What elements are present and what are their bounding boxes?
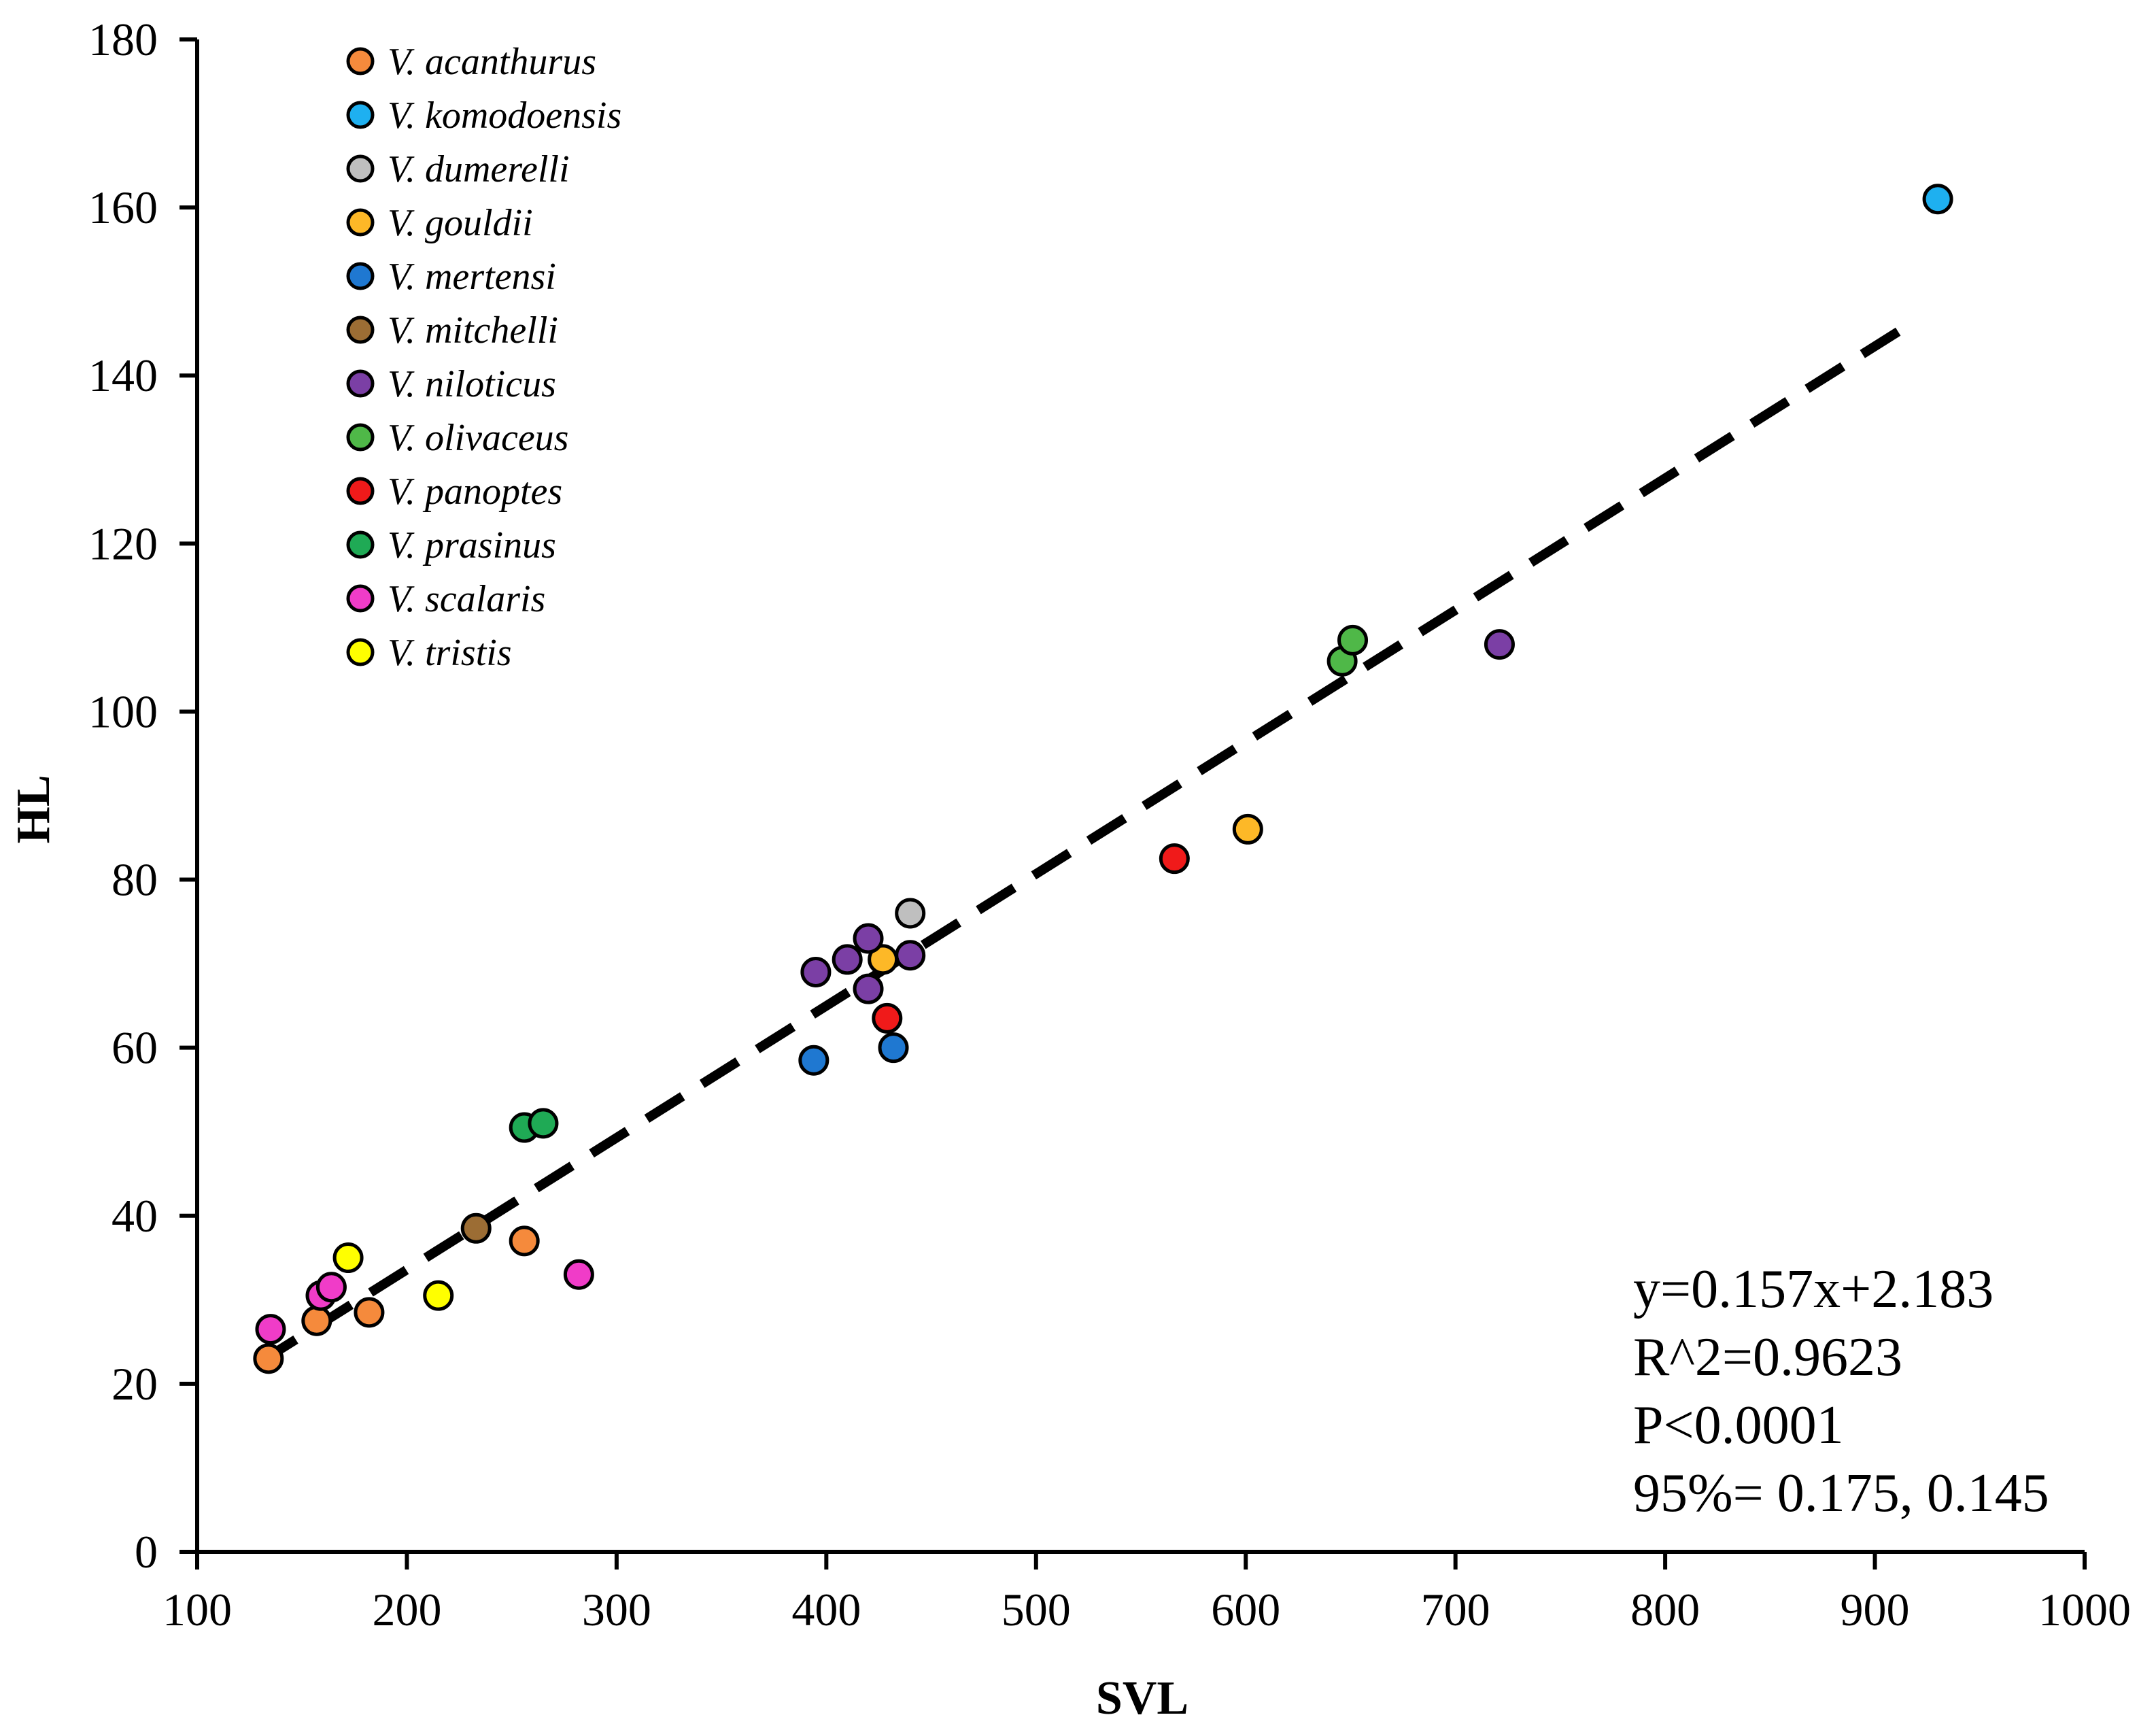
point-v-niloticus — [1484, 629, 1515, 660]
point-v-panoptes — [1159, 843, 1190, 875]
y-tick-label: 60 — [112, 1022, 158, 1074]
p-value-label: P<0.0001 — [1633, 1395, 1844, 1455]
point-v-acanthurus — [253, 1343, 284, 1374]
legend-marker-v-niloticus — [346, 369, 375, 398]
legend-marker-v-mertensi — [346, 262, 375, 290]
point-v-mertensi — [798, 1045, 829, 1076]
tick-labels: 100 200 300 400 500 600 700 800 900 1000 0 20 40 60 80… — [88, 14, 2131, 1635]
point-v-scalaris — [563, 1259, 594, 1290]
legend-label-v-mertensi: V. mertensi — [388, 256, 556, 298]
axes — [195, 39, 2085, 1554]
point-v-komodoensis — [1922, 184, 1953, 215]
data-points — [253, 184, 1953, 1374]
point-v-panoptes — [872, 1002, 903, 1034]
legend-marker-v-acanthurus — [346, 47, 375, 75]
point-v-acanthurus — [509, 1225, 540, 1257]
legend-marker-v-dumerelli — [346, 154, 375, 183]
x-tick-label: 400 — [791, 1584, 861, 1635]
y-tick-label: 0 — [135, 1526, 158, 1578]
point-v-scalaris — [255, 1314, 286, 1345]
point-v-mertensi — [878, 1032, 909, 1064]
legend-label-v-mitchelli: V. mitchelli — [388, 309, 558, 352]
point-v-mitchelli — [460, 1212, 492, 1244]
legend-marker-v-prasinus — [346, 530, 375, 559]
y-tick-label: 20 — [112, 1358, 158, 1410]
point-v-scalaris — [315, 1272, 347, 1303]
legend-marker-v-scalaris — [346, 584, 375, 613]
legend-label-v-panoptes: V. panoptes — [388, 471, 562, 513]
point-v-acanthurus — [354, 1297, 385, 1328]
r-squared-label: R^2=0.9623 — [1633, 1327, 1902, 1387]
legend: V. acanthurus V. komodoensis V. dumerelli V… — [346, 41, 621, 674]
point-v-tristis — [332, 1242, 364, 1274]
legend-marker-v-gouldii — [346, 208, 375, 237]
x-tick-label: 800 — [1630, 1584, 1700, 1635]
legend-label-v-tristis: V. tristis — [388, 632, 512, 674]
legend-label-v-olivaceus: V. olivaceus — [388, 417, 568, 459]
point-v-niloticus — [832, 944, 863, 975]
legend-marker-v-komodoensis — [346, 101, 375, 129]
x-tick-label: 1000 — [2038, 1584, 2131, 1635]
point-v-gouldii — [1232, 813, 1263, 845]
y-tick-label: 160 — [88, 182, 158, 233]
x-tick-label: 900 — [1841, 1584, 1910, 1635]
x-tick-label: 200 — [372, 1584, 441, 1635]
y-tick-label: 180 — [88, 14, 158, 65]
equation-label: y=0.157x+2.183 — [1633, 1259, 1994, 1319]
legend-marker-v-olivaceus — [346, 423, 375, 452]
point-v-niloticus — [853, 923, 884, 954]
legend-marker-v-panoptes — [346, 477, 375, 505]
legend-label-v-niloticus: V. niloticus — [388, 363, 556, 405]
x-tick-label: 100 — [162, 1584, 232, 1635]
legend-label-v-acanthurus: V. acanthurus — [388, 41, 596, 83]
y-tick-label: 40 — [112, 1190, 158, 1242]
y-axis-title: HL — [7, 775, 60, 843]
x-tick-label: 300 — [582, 1584, 651, 1635]
y-tick-label: 80 — [112, 854, 158, 906]
x-tick-label: 700 — [1421, 1584, 1490, 1635]
point-v-tristis — [423, 1280, 454, 1311]
regression-stats: y=0.157x+2.183 R^2=0.9623 P<0.0001 95%= … — [1633, 1259, 2049, 1523]
x-tick-label: 500 — [1002, 1584, 1071, 1635]
point-v-dumerelli — [895, 898, 926, 929]
y-tick-label: 120 — [88, 518, 158, 569]
point-v-acanthurus — [301, 1305, 332, 1336]
point-v-olivaceus — [1337, 624, 1369, 656]
y-tick-label: 140 — [88, 350, 158, 401]
point-v-niloticus — [800, 956, 832, 987]
legend-marker-v-mitchelli — [346, 316, 375, 344]
point-v-niloticus — [853, 973, 884, 1004]
x-axis-title: SVL — [1096, 1672, 1188, 1725]
x-tick-label: 600 — [1211, 1584, 1280, 1635]
legend-label-v-scalaris: V. scalaris — [388, 578, 545, 620]
tick-marks — [179, 37, 2087, 1570]
legend-label-v-komodoensis: V. komodoensis — [388, 95, 621, 137]
legend-label-v-gouldii: V. gouldii — [388, 202, 533, 244]
confidence-interval-label: 95%= 0.175, 0.145 — [1633, 1463, 2049, 1523]
legend-label-v-dumerelli: V. dumerelli — [388, 148, 570, 190]
y-tick-label: 100 — [88, 685, 158, 737]
point-v-prasinus — [528, 1108, 559, 1139]
legend-marker-v-tristis — [346, 638, 375, 666]
point-v-niloticus — [895, 940, 926, 971]
legend-label-v-prasinus: V. prasinus — [388, 524, 556, 566]
